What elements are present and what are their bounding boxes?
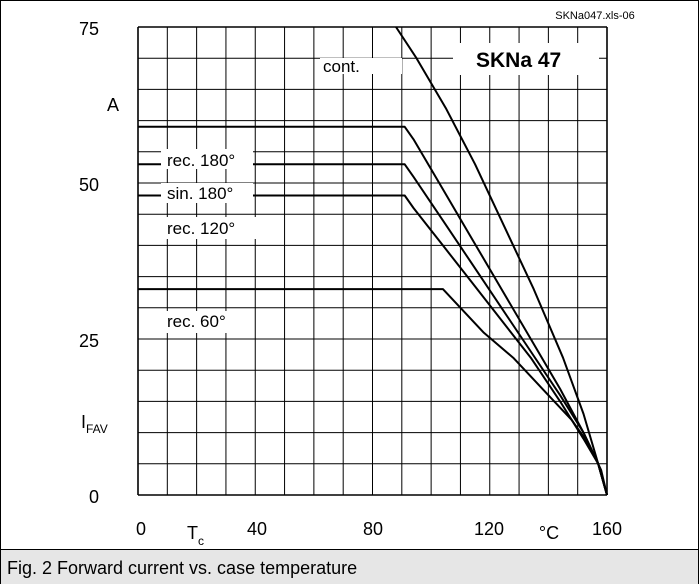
- y-axis-label: IFAV: [81, 412, 108, 436]
- label-bg: [453, 43, 599, 75]
- label-bg: [161, 311, 253, 333]
- y-tick-label: 50: [79, 175, 99, 195]
- series-line-3: [138, 194, 608, 496]
- x-tick-label: 160: [592, 519, 622, 539]
- x-tick-label: 80: [363, 519, 383, 539]
- series-line-0: [395, 26, 608, 496]
- label-bg: [161, 217, 261, 239]
- y-tick-label: 25: [79, 331, 99, 351]
- label-bg: [320, 58, 402, 74]
- series-line-4: [138, 288, 608, 496]
- series-label-cont: cont.: [323, 57, 360, 76]
- caption-bar: Fig. 2 Forward current vs. case temperat…: [1, 549, 698, 584]
- x-tick-label: 40: [247, 519, 267, 539]
- chart: cont. rec. 180° sin. 180° rec. 120° rec.…: [79, 10, 635, 548]
- label-bg: [161, 149, 253, 169]
- series-label-sin-180: sin. 180°: [167, 184, 233, 203]
- x-axis-label: Tc: [187, 523, 204, 548]
- x-tick-label: 0: [136, 519, 146, 539]
- series-label-rec-180: rec. 180°: [167, 151, 235, 170]
- file-reference: SKNa047.xls-06: [555, 10, 635, 22]
- series-label-rec-120: rec. 120°: [167, 219, 235, 238]
- axis-layer: 75 50 25 0 A IFAV 0 40 80 120 160 Tc °C: [79, 19, 622, 548]
- label-layer: cont. rec. 180° sin. 180° rec. 120° rec.…: [161, 10, 635, 333]
- y-unit-label: A: [107, 95, 119, 115]
- x-unit-label: °C: [539, 523, 559, 543]
- label-bg: [161, 183, 253, 203]
- y-tick-label: 0: [89, 487, 99, 507]
- grid: [137, 26, 608, 496]
- x-tick-label: 120: [474, 519, 504, 539]
- series-layer: [138, 26, 608, 496]
- y-tick-label: 75: [79, 19, 99, 39]
- chart-title: SKNa 47: [476, 49, 561, 72]
- series-label-rec-60: rec. 60°: [167, 312, 226, 331]
- series-line-2: [138, 163, 608, 496]
- figure-caption: Fig. 2 Forward current vs. case temperat…: [7, 558, 358, 578]
